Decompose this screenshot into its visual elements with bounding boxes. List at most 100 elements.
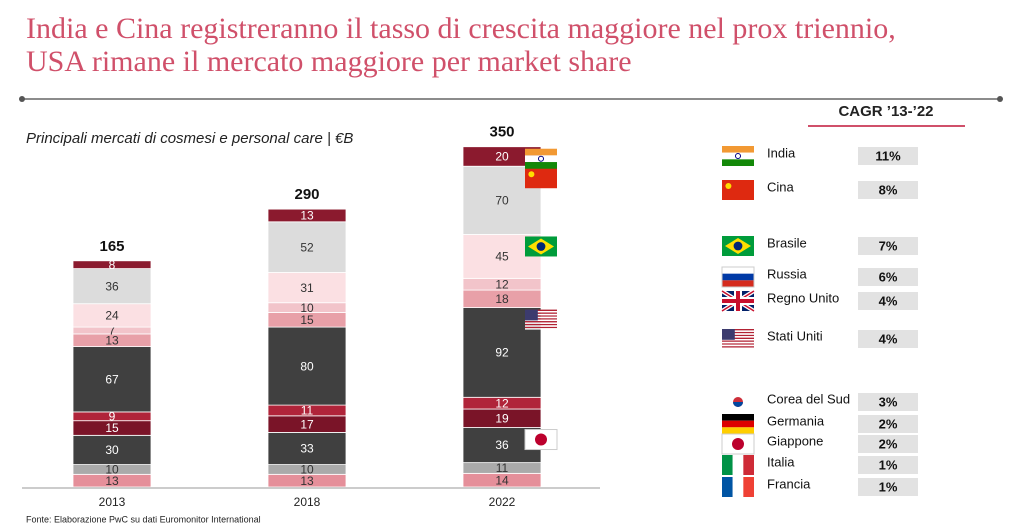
flag-part — [722, 280, 754, 287]
value-label: 19 — [495, 411, 509, 425]
bar-segment — [267, 221, 347, 273]
flag-part — [743, 477, 754, 497]
flag-part — [525, 162, 557, 169]
bar-segment — [267, 326, 347, 406]
flag-part — [722, 267, 754, 274]
flag-part — [722, 337, 754, 339]
flag-part — [525, 313, 557, 316]
value-label: 92 — [495, 346, 509, 360]
flag-part — [733, 402, 743, 407]
flag-part — [525, 328, 557, 330]
cagr-box — [858, 181, 918, 199]
separator-dot — [997, 96, 1003, 102]
flag-part — [525, 148, 557, 156]
flag-part — [722, 339, 754, 341]
x-tick-label: 2013 — [99, 495, 126, 509]
cagr-label: 1% — [879, 479, 898, 494]
cagr-label: 3% — [879, 394, 898, 409]
flag-part — [743, 455, 754, 475]
cagr-label: 11% — [875, 148, 901, 163]
flag-part — [536, 242, 546, 251]
bar-segment — [267, 272, 347, 304]
title: India e Cina registreranno il tasso di c… — [26, 12, 896, 78]
value-label: 52 — [300, 240, 314, 254]
value-label: 45 — [495, 250, 509, 264]
cagr-label: 6% — [879, 269, 898, 284]
country-name: Russia — [767, 266, 808, 281]
flag-part — [722, 329, 735, 340]
value-label: 30 — [105, 443, 119, 457]
flag-part — [732, 477, 744, 497]
flag-part — [722, 273, 754, 281]
flag-part — [735, 153, 741, 159]
x-tick-label: 2018 — [294, 495, 321, 509]
cagr-box — [858, 456, 918, 474]
flag-part — [525, 309, 557, 312]
cagr-box — [858, 393, 918, 411]
country-name: Cina — [767, 179, 795, 194]
flag-part — [525, 325, 557, 327]
flag-part — [528, 171, 535, 178]
value-label: 13 — [300, 474, 314, 488]
cagr-label: 8% — [879, 182, 898, 197]
value-label: 10 — [300, 463, 314, 477]
flag-part — [722, 329, 754, 331]
value-label: 15 — [300, 313, 314, 327]
value-label: 9 — [109, 409, 116, 423]
flag-part — [525, 311, 557, 313]
flag-part — [525, 168, 557, 189]
flag-part — [722, 343, 754, 345]
value-label: 11 — [496, 461, 509, 475]
flag-part — [733, 241, 743, 251]
bar-segment — [72, 434, 152, 465]
flag-part — [722, 336, 754, 338]
flag-part — [535, 433, 547, 446]
flag-part — [722, 347, 754, 349]
flag-part — [722, 331, 754, 334]
total-label: 350 — [489, 124, 514, 141]
value-label: 36 — [105, 279, 119, 293]
country-name: Giappone — [767, 433, 823, 448]
country-name: Germania — [767, 413, 825, 428]
flag-part — [722, 299, 754, 303]
flag-part — [722, 180, 754, 200]
value-label: 70 — [495, 194, 509, 208]
value-label: 10 — [105, 463, 119, 477]
subtitle: Principali mercati di cosmesi e personal… — [26, 130, 353, 147]
flag-part — [722, 420, 754, 428]
flag-part — [525, 312, 557, 314]
total-label: 290 — [294, 186, 319, 203]
flag-part — [524, 429, 558, 451]
bar-segment — [267, 208, 347, 223]
value-label: 18 — [495, 292, 509, 306]
flag-part — [722, 340, 754, 342]
cagr-box — [858, 478, 918, 496]
value-label: 11 — [301, 404, 314, 418]
cagr-box — [858, 147, 918, 165]
flag-part — [722, 455, 733, 475]
flag-part — [525, 316, 557, 319]
cagr-label: 2% — [879, 416, 898, 431]
flag-part — [722, 346, 754, 348]
country-name: Brasile — [767, 235, 807, 250]
value-label: 15 — [105, 421, 119, 435]
value-label: 17 — [300, 417, 314, 431]
cagr-label: 2% — [879, 436, 898, 451]
value-label: 10 — [300, 301, 314, 315]
cagr-label: 7% — [879, 238, 898, 253]
flag-part — [721, 433, 755, 455]
flag-part — [525, 155, 557, 163]
total-label: 165 — [99, 238, 124, 255]
cagr-box — [858, 292, 918, 310]
flag-part — [525, 315, 557, 317]
flag-part — [732, 438, 744, 450]
bar-segment — [267, 431, 347, 465]
cagr-box — [858, 435, 918, 453]
bar-segment — [72, 346, 152, 413]
flag-part — [722, 427, 754, 434]
bar-segment — [72, 260, 152, 269]
flag-part — [722, 333, 754, 335]
value-label: 8 — [109, 258, 116, 272]
cagr-label: 4% — [879, 331, 898, 346]
